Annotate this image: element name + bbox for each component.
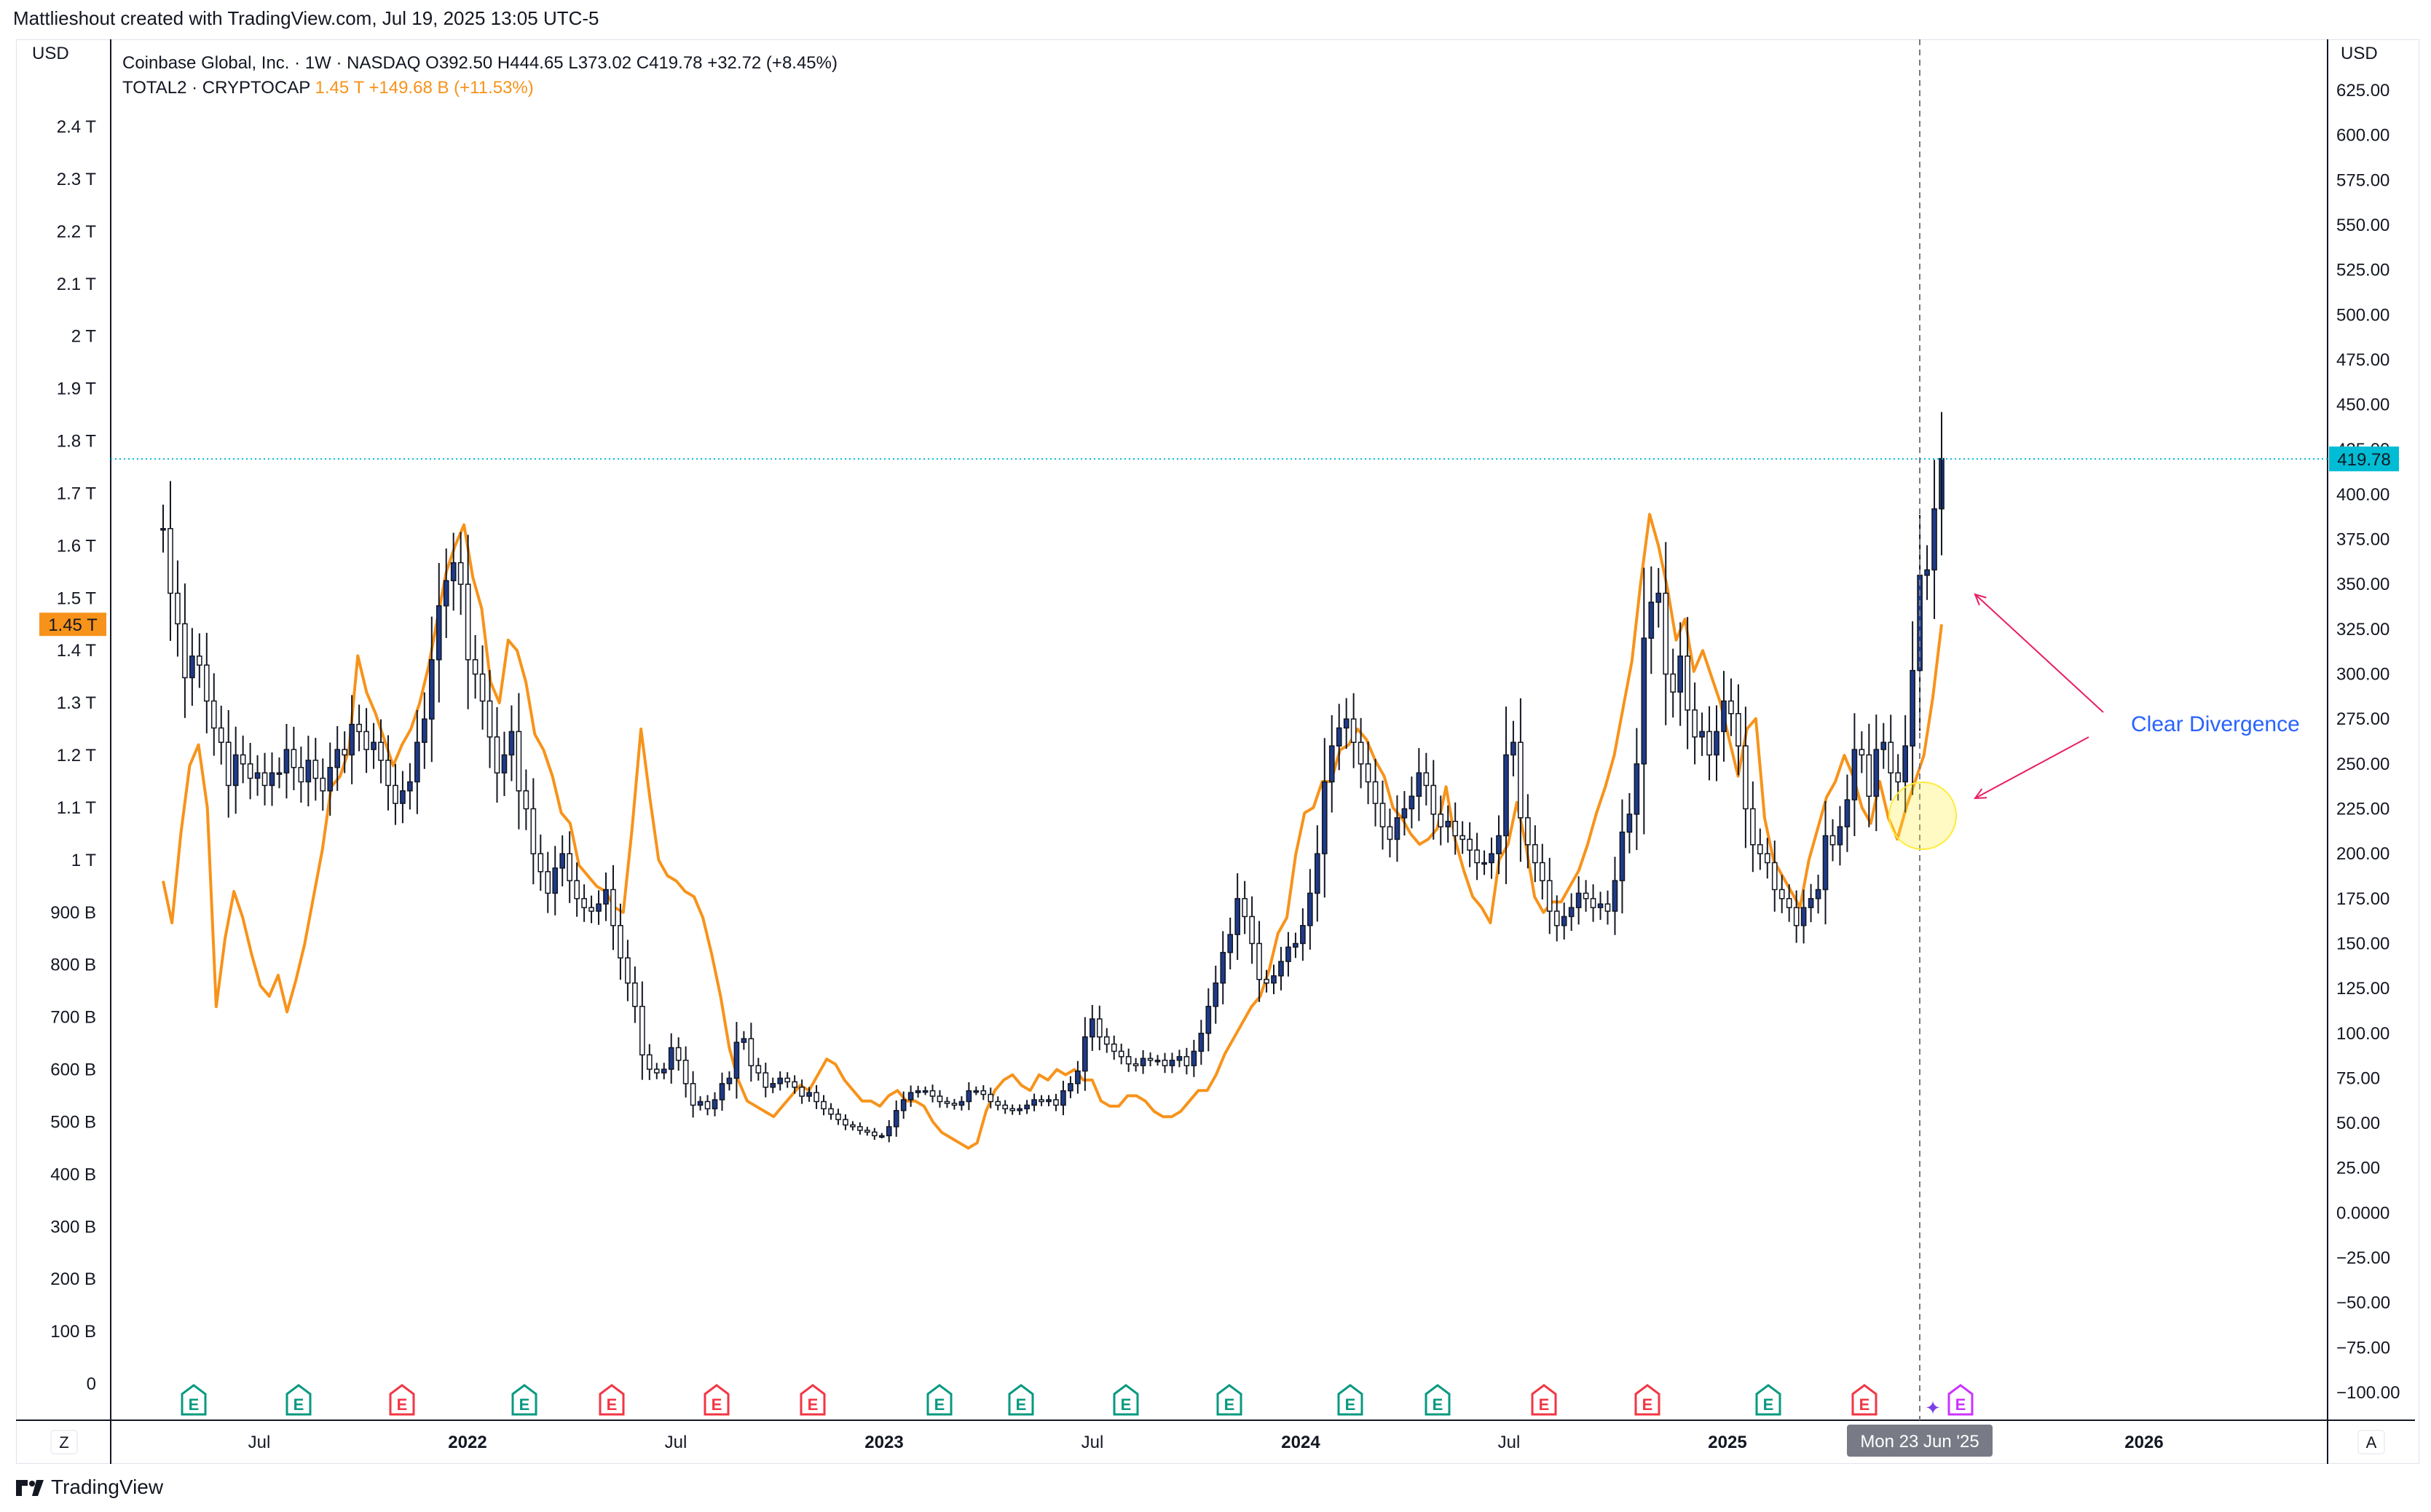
chart-frame xyxy=(16,39,2419,1464)
legend-l-label: L xyxy=(568,53,578,73)
right-axis-currency[interactable]: USD xyxy=(2341,44,2378,63)
legend-o-value: 392.50 xyxy=(438,53,493,73)
legend-overlay-change: +149.68 B (+11.53%) xyxy=(369,78,534,98)
legend-h-label: H xyxy=(497,53,511,73)
tradingview-logo: TradingView xyxy=(16,1476,163,1499)
legend-symbol[interactable]: Coinbase Global, Inc. · 1W · NASDAQ xyxy=(122,53,421,73)
legend-c-value: 419.78 xyxy=(649,53,703,73)
chart-legend: Coinbase Global, Inc. · 1W · NASDAQ O392… xyxy=(122,51,838,101)
tradingview-logo-icon xyxy=(16,1480,44,1496)
legend-overlay-symbol[interactable]: TOTAL2 · CRYPTOCAP xyxy=(122,78,310,98)
legend-change: +32.72 (+8.45%) xyxy=(707,53,838,73)
left-axis-currency[interactable]: USD xyxy=(32,44,69,63)
chart-credit: Mattlieshout created with TradingView.co… xyxy=(13,7,599,29)
legend-h-value: 444.65 xyxy=(510,53,564,73)
legend-overlay-value: 1.45 T xyxy=(315,78,364,98)
legend-o-label: O xyxy=(425,53,439,73)
tradingview-brand-text: TradingView xyxy=(51,1476,164,1498)
legend-c-label: C xyxy=(636,53,650,73)
legend-l-value: 373.02 xyxy=(578,53,632,73)
